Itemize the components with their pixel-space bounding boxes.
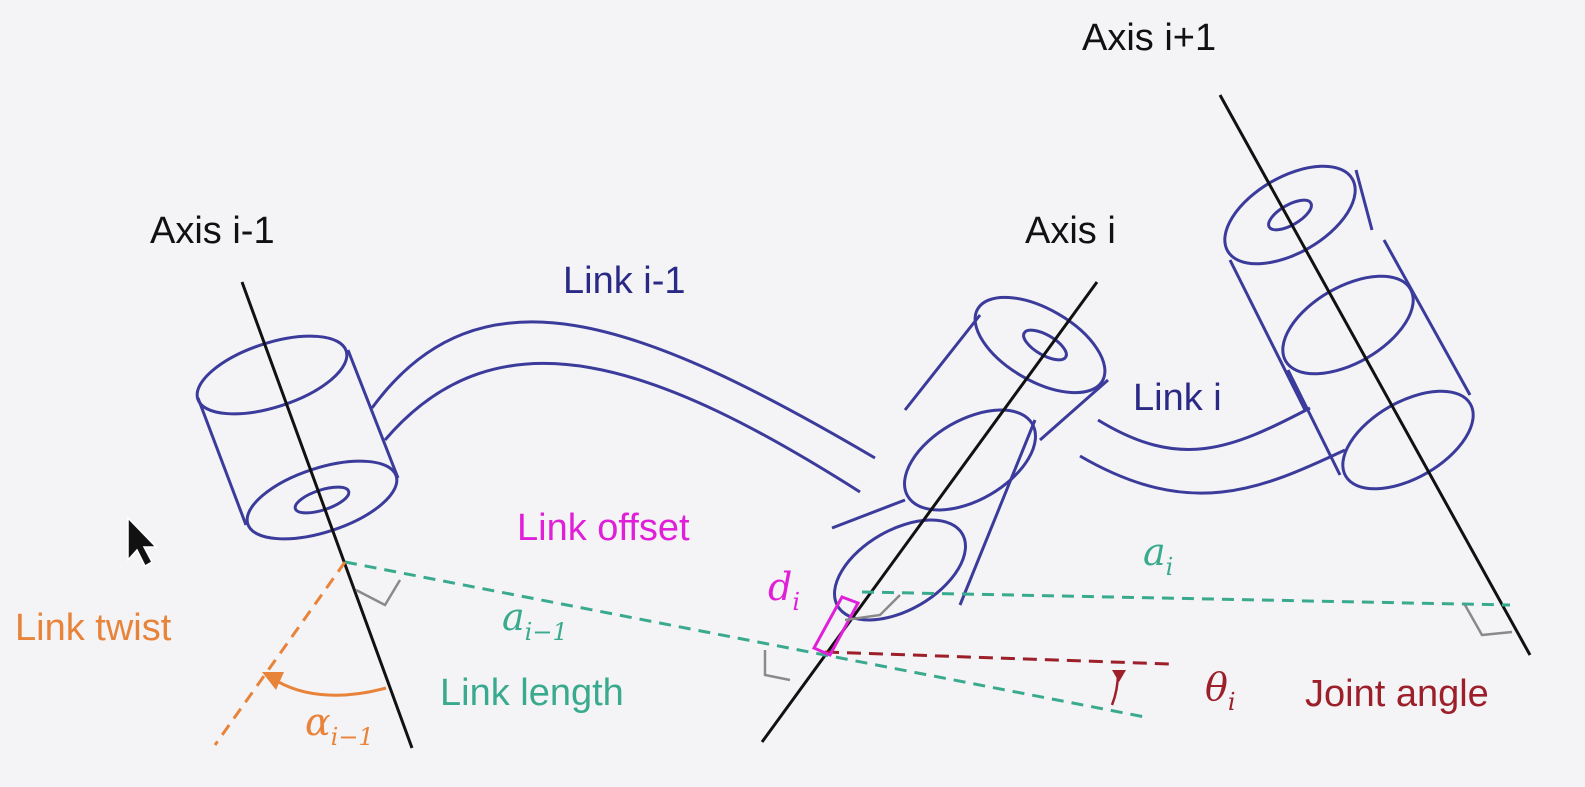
link-curr-body	[1079, 406, 1346, 495]
theta-curr-symbol: θi	[1205, 665, 1236, 716]
joint-angle-line	[824, 650, 1171, 666]
mouse-pointer-icon	[127, 516, 158, 568]
joint-angle-label: Joint angle	[1305, 673, 1489, 715]
link-prev-label: Link i-1	[563, 260, 686, 302]
link-length-line	[344, 560, 1151, 720]
a-curr-line	[861, 590, 1511, 607]
axis-next-label: Axis i+1	[1082, 17, 1216, 59]
joint-next-cylinder	[1223, 164, 1475, 491]
twist-arc	[271, 676, 387, 697]
axis-curr-line	[760, 281, 1099, 743]
link-length-label: Link length	[440, 672, 624, 714]
link-twist-line	[213, 561, 347, 746]
link-offset-label: Link offset	[517, 507, 690, 549]
joint-curr-lower-cylinder	[831, 408, 1037, 622]
link-offset-bracket	[811, 595, 861, 657]
d-curr-symbol: di	[768, 565, 800, 616]
joint-curr-upper-cylinder	[903, 295, 1109, 442]
a-prev-symbol: ai−1	[502, 595, 568, 646]
link-curr-label: Link i	[1133, 377, 1222, 419]
link-prev-body	[370, 320, 876, 494]
perp-markers	[355, 579, 1513, 682]
axis-prev-label: Axis i-1	[150, 210, 275, 252]
twist-arrowhead	[262, 672, 284, 690]
theta-arrowhead	[1112, 670, 1126, 682]
joint-prev-cylinder	[195, 334, 400, 541]
link-twist-label: Link twist	[15, 607, 172, 649]
axis-next-line	[1218, 94, 1532, 656]
axis-curr-label: Axis i	[1025, 210, 1116, 252]
alpha-prev-symbol: αi−1	[305, 700, 374, 751]
axis-prev-line	[240, 281, 414, 749]
a-curr-symbol: ai	[1143, 530, 1173, 581]
